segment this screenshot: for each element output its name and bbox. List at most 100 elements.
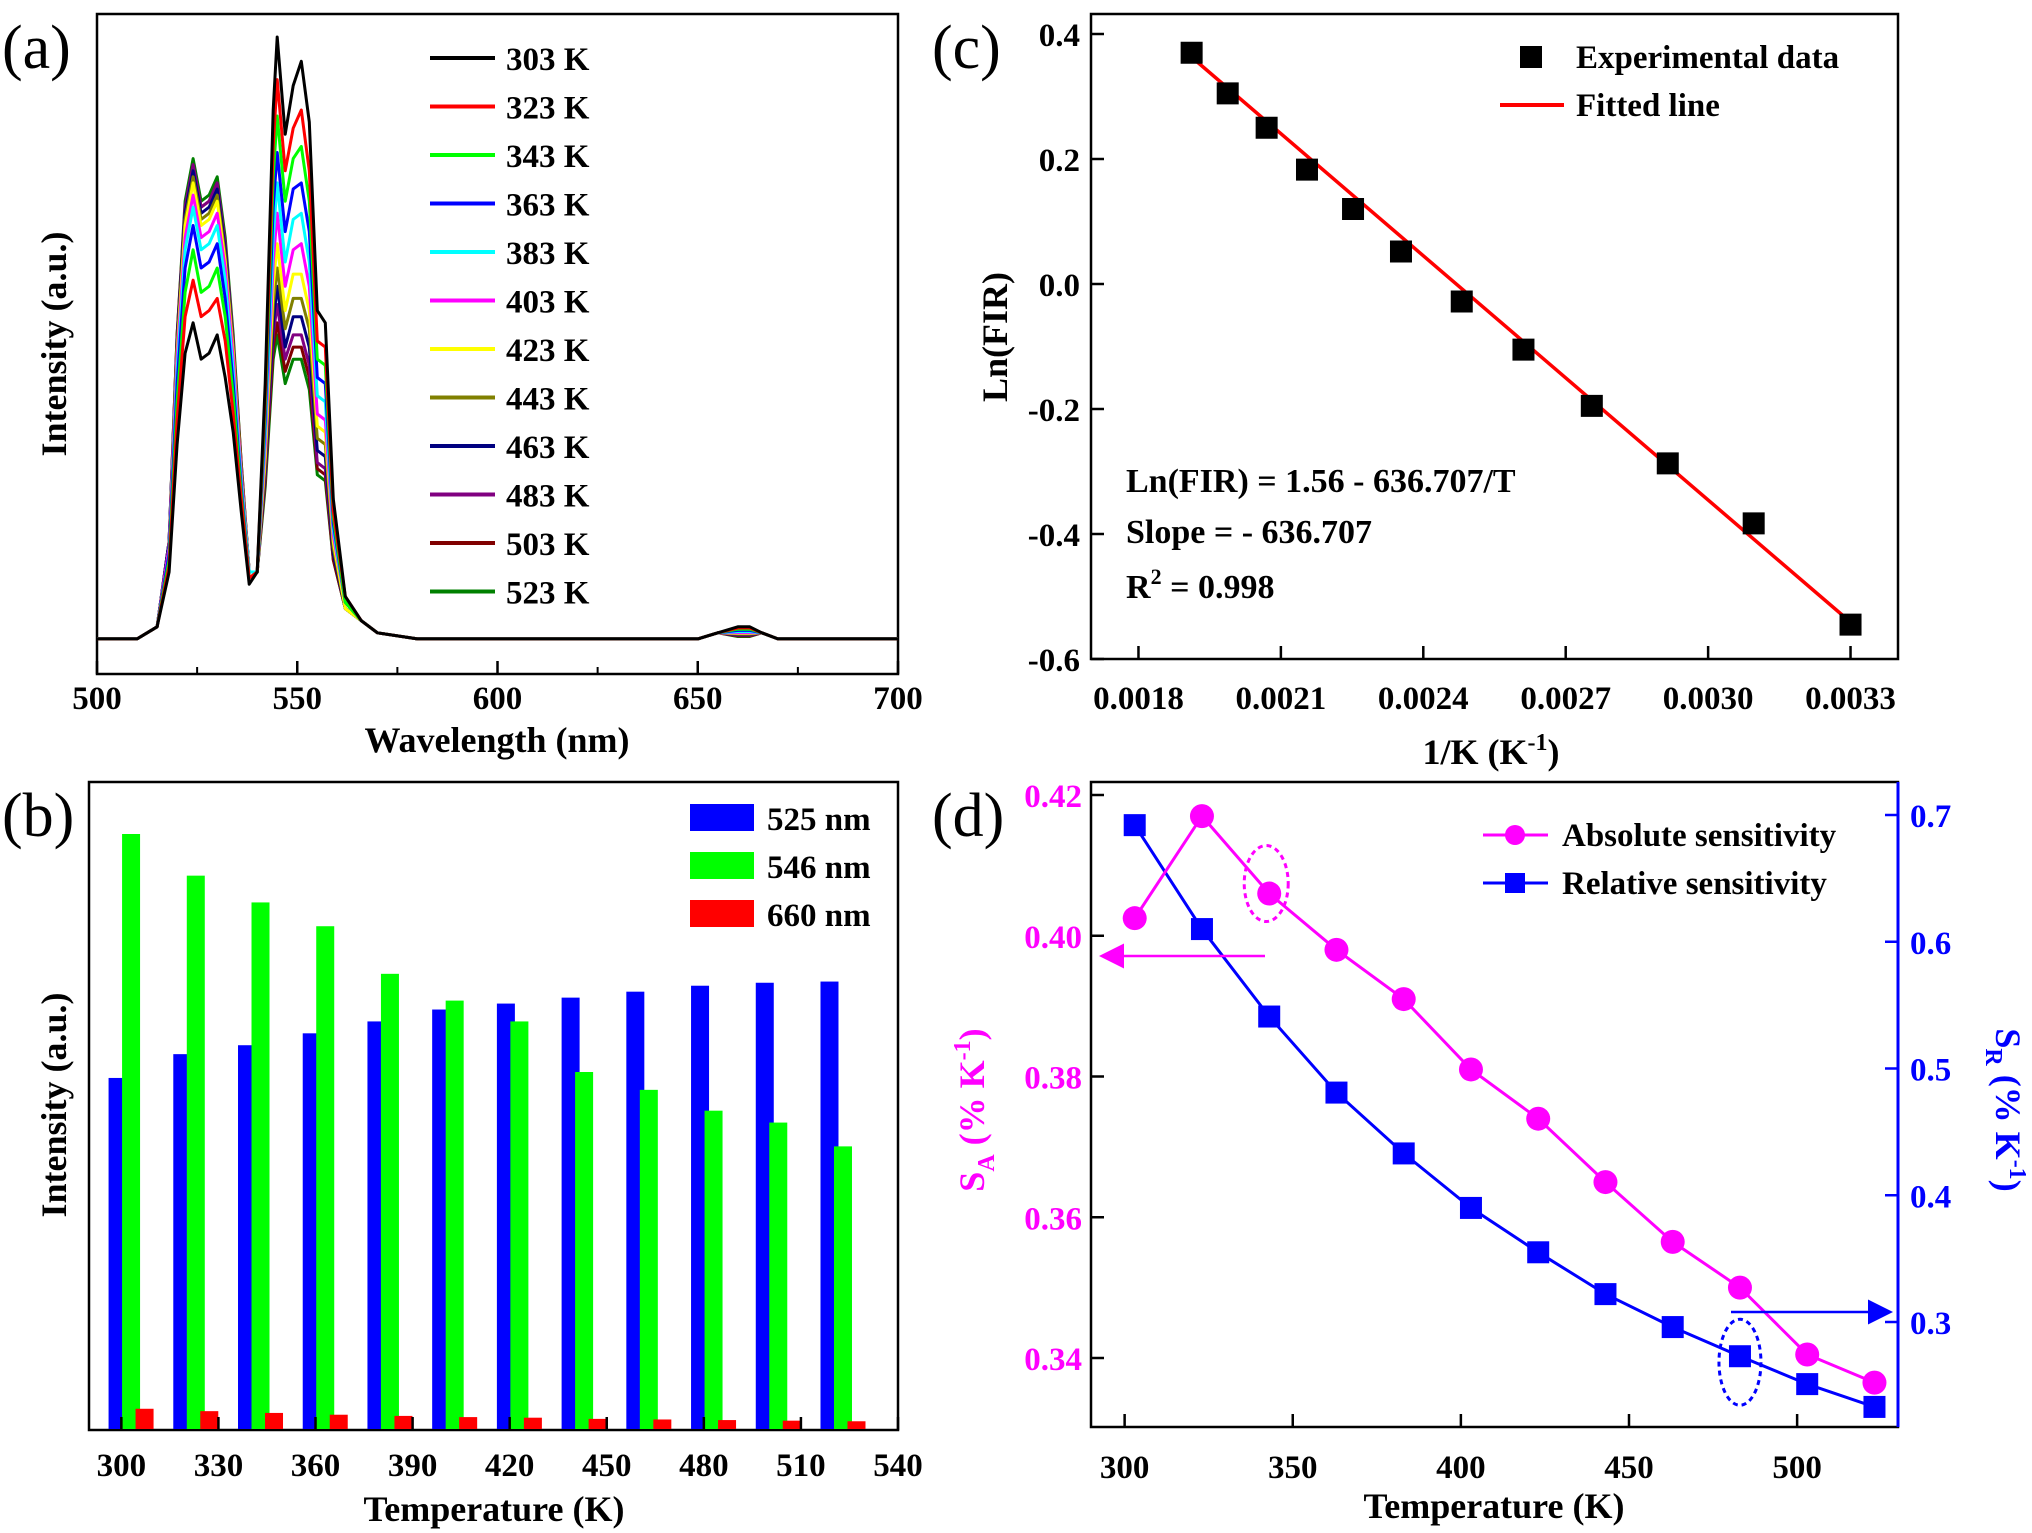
- series-line-8: [97, 169, 898, 641]
- legend-label-2: 660 nm: [767, 898, 871, 934]
- panel-b-plot-frame: [87, 780, 900, 1432]
- panel-d-axes: 300 350 400 450 500 0.34 0.36 0.38 0.40 0.42 0.3 0.…: [1024, 779, 1951, 1486]
- legend-label-0: Absolute sensitivity: [1562, 818, 1837, 854]
- legend-label-1: Fitted line: [1576, 88, 1720, 124]
- bar-660nm-423: [523, 1417, 542, 1429]
- bar-group-423: [496, 1003, 542, 1429]
- absolute-point-1: [1189, 804, 1214, 829]
- left-tick-label-3: 0.40: [1024, 920, 1082, 956]
- bar-group-303: [108, 834, 154, 1429]
- bar-546nm-323: [186, 875, 205, 1429]
- panel-b-y-axis-label: Intensity (a.u.): [34, 992, 74, 1217]
- legend-swatch-1: [690, 852, 754, 879]
- data-point-6: [1450, 290, 1473, 313]
- bar-660nm-403: [459, 1417, 478, 1429]
- legend-swatch-0: [1520, 46, 1542, 68]
- bar-660nm-443: [588, 1418, 607, 1429]
- x-tick-label-3: 390: [388, 1448, 438, 1484]
- legend-label-2: 343 K: [506, 139, 590, 175]
- bar-546nm-303: [122, 834, 141, 1429]
- panel-b-x-ticks: 300 330 360 390 420 450 480 510 540: [97, 1417, 923, 1484]
- panel-a-label: (a): [2, 14, 71, 82]
- absolute-point-11: [1862, 1370, 1887, 1395]
- left-tick-label-2: 0.38: [1024, 1061, 1082, 1097]
- y-tick-label-4: 0.2: [1039, 143, 1080, 179]
- bar-group-503: [755, 982, 801, 1429]
- bar-group-443: [561, 997, 607, 1429]
- panel-c-equation: Ln(FIR) = 1.56 - 636.707/T: [1126, 463, 1516, 500]
- panel-c-legend: Experimental data Fitted line: [1500, 40, 1839, 124]
- panel-d-left-axis-label: SA (% K-1): [950, 1028, 1000, 1191]
- panel-c-slope: Slope = - 636.707: [1126, 514, 1372, 551]
- series-line-10: [97, 163, 898, 641]
- bar-660nm-363: [329, 1414, 348, 1429]
- absolute-point-9: [1727, 1275, 1752, 1300]
- x-tick-label-5: 0.0033: [1805, 681, 1896, 717]
- absolute-sensitivity-line: [1133, 813, 1876, 1384]
- x-tick-label-2: 360: [291, 1448, 341, 1484]
- x-tick-label-0: 300: [1100, 1450, 1150, 1486]
- panel-c-label: (c): [932, 14, 1001, 82]
- panel-a-y-axis-label: Intensity (a.u.): [34, 231, 74, 456]
- bar-group-383: [367, 973, 413, 1429]
- panel-a-legend: 303 K 323 K 343 K 363 K 383 K 403 K 423 K 443 K…: [430, 42, 590, 612]
- right-tick-label-3: 0.6: [1910, 926, 1951, 962]
- y-tick-label-1: -0.4: [1028, 518, 1080, 554]
- bar-546nm-423: [510, 1021, 529, 1429]
- panel-b-label: (b): [2, 782, 74, 850]
- bar-660nm-463: [653, 1419, 672, 1429]
- bar-660nm-383: [394, 1415, 413, 1429]
- bar-546nm-383: [380, 973, 399, 1429]
- y-tick-label-0: -0.6: [1028, 643, 1080, 679]
- bar-660nm-343: [265, 1412, 284, 1429]
- panel-b-x-axis-label: Temperature (K): [364, 1489, 625, 1529]
- bar-660nm-503: [782, 1420, 801, 1429]
- x-tick-label-3: 650: [673, 681, 723, 717]
- legend-label-3: 363 K: [506, 188, 590, 224]
- series-line-5: [97, 193, 898, 641]
- legend-swatch-0: [690, 804, 754, 831]
- legend-label-7: 443 K: [506, 382, 590, 418]
- data-point-2: [1255, 116, 1278, 139]
- panel-c-x-axis-label: 1/K (K-1): [1423, 730, 1560, 772]
- legend-label-0: 303 K: [506, 42, 590, 78]
- x-tick-label-3: 450: [1604, 1450, 1654, 1486]
- panel-d-x-axis-label: Temperature (K): [1364, 1486, 1625, 1526]
- bar-group-483: [691, 985, 737, 1429]
- x-tick-label-4: 0.0030: [1663, 681, 1754, 717]
- x-tick-label-1: 350: [1268, 1450, 1318, 1486]
- legend-label-10: 503 K: [506, 527, 590, 563]
- series-line-0: [97, 35, 898, 641]
- bar-546nm-463: [639, 1089, 658, 1429]
- relative-point-4: [1392, 1142, 1415, 1165]
- data-point-5: [1389, 240, 1412, 263]
- relative-sensitivity-line: [1133, 824, 1875, 1409]
- x-tick-label-0: 300: [97, 1448, 147, 1484]
- bar-group-403: [432, 1000, 478, 1429]
- relative-point-11: [1863, 1395, 1886, 1418]
- bar-660nm-483: [718, 1420, 737, 1429]
- legend-label-4: 383 K: [506, 236, 590, 272]
- bar-660nm-303: [135, 1408, 154, 1429]
- x-tick-label-2: 0.0024: [1378, 681, 1469, 717]
- legend-label-9: 483 K: [506, 479, 590, 515]
- x-tick-label-1: 330: [194, 1448, 244, 1484]
- absolute-point-8: [1660, 1229, 1685, 1254]
- bar-group-463: [626, 991, 672, 1429]
- legend-label-1: 323 K: [506, 91, 590, 127]
- panel-a-curves: [97, 35, 898, 641]
- x-tick-label-0: 0.0018: [1093, 681, 1184, 717]
- x-tick-label-5: 450: [582, 1448, 632, 1484]
- panel-d-label: (d): [932, 782, 1004, 850]
- x-tick-label-2: 400: [1436, 1450, 1486, 1486]
- absolute-point-0: [1122, 906, 1147, 931]
- legend-swatch-2: [690, 900, 754, 927]
- x-tick-label-4: 700: [873, 681, 923, 717]
- panel-d-legend: Absolute sensitivity Relative sensitivity: [1483, 818, 1837, 902]
- panel-a-x-ticks: 500 550 600 650 700: [72, 661, 923, 717]
- panel-d-series: [1122, 804, 1887, 1418]
- absolute-callout-ellipse: [1242, 844, 1290, 924]
- legend-swatch-1: [1505, 873, 1525, 893]
- x-tick-label-0: 500: [72, 681, 122, 717]
- data-point-8: [1580, 394, 1603, 417]
